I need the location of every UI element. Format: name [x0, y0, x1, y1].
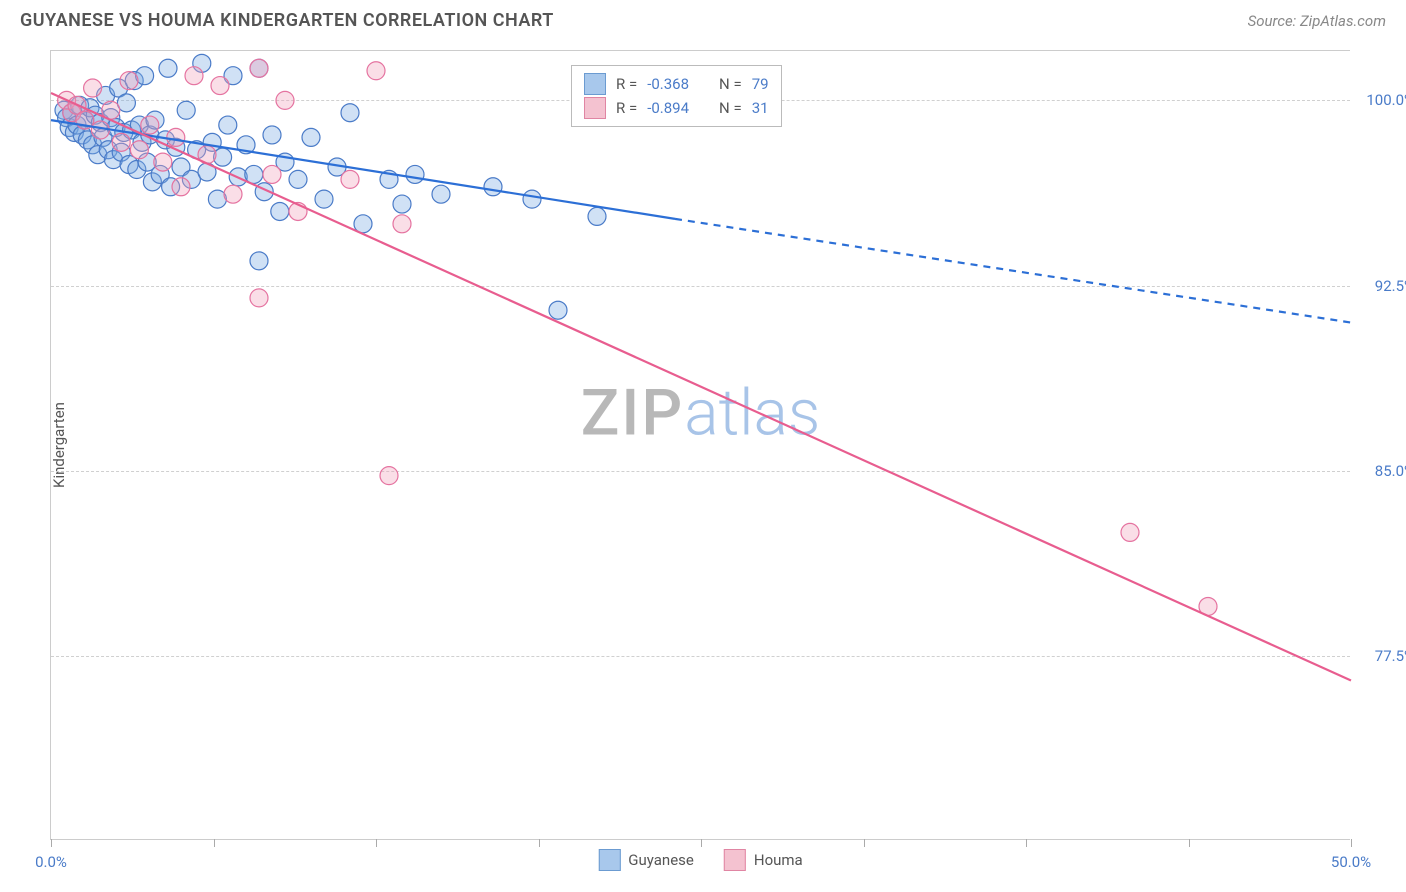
- trend-line-dashed: [675, 219, 1351, 323]
- scatter-point: [214, 148, 232, 166]
- scatter-point: [263, 126, 281, 144]
- legend-stats-row: R = -0.368 N = 79: [584, 72, 769, 96]
- scatter-point: [224, 185, 242, 203]
- scatter-point: [141, 116, 159, 134]
- legend-r-value: -0.368: [647, 72, 689, 96]
- scatter-point: [315, 190, 333, 208]
- legend-swatch: [584, 73, 606, 95]
- legend-r-label: R =: [616, 72, 637, 96]
- scatter-point: [393, 195, 411, 213]
- scatter-point: [484, 178, 502, 196]
- x-tick: [1351, 839, 1352, 847]
- scatter-point: [276, 91, 294, 109]
- scatter-point: [523, 190, 541, 208]
- legend-swatch: [598, 849, 620, 871]
- scatter-point: [271, 202, 289, 220]
- legend-n-label: N =: [719, 96, 742, 120]
- x-tick-label: 50.0%: [1331, 853, 1371, 871]
- scatter-point: [341, 104, 359, 122]
- scatter-point: [172, 178, 190, 196]
- legend-n-value: 31: [752, 96, 769, 120]
- scatter-point: [432, 185, 450, 203]
- scatter-point: [406, 165, 424, 183]
- scatter-point: [159, 59, 177, 77]
- legend-r-value: -0.894: [647, 96, 689, 120]
- legend-swatch: [724, 849, 746, 871]
- chart-header: GUYANESE VS HOUMA KINDERGARTEN CORRELATI…: [0, 0, 1406, 37]
- y-tick-label: 77.5%: [1375, 647, 1406, 665]
- series-legend-label: Houma: [754, 851, 803, 869]
- legend-n-value: 79: [752, 72, 769, 96]
- scatter-point: [154, 153, 172, 171]
- scatter-point: [167, 128, 185, 146]
- series-legend-item: Houma: [724, 849, 803, 871]
- legend-swatch: [584, 97, 606, 119]
- series-legend: Guyanese Houma: [598, 849, 802, 871]
- scatter-point: [177, 101, 195, 119]
- y-tick-label: 92.5%: [1375, 277, 1406, 295]
- scatter-point: [120, 72, 138, 90]
- scatter-point: [341, 170, 359, 188]
- chart-svg: [51, 51, 1351, 841]
- legend-stats-row: R = -0.894 N = 31: [584, 96, 769, 120]
- scatter-point: [302, 128, 320, 146]
- series-legend-item: Guyanese: [598, 849, 694, 871]
- scatter-point: [250, 252, 268, 270]
- scatter-point: [211, 77, 229, 95]
- scatter-point: [130, 141, 148, 159]
- legend-stats-box: R = -0.368 N = 79 R = -0.894 N = 31: [571, 65, 782, 127]
- scatter-point: [380, 467, 398, 485]
- legend-n-label: N =: [719, 72, 742, 96]
- scatter-point: [1121, 523, 1139, 541]
- scatter-point: [263, 165, 281, 183]
- scatter-point: [250, 289, 268, 307]
- x-tick-label: 0.0%: [35, 853, 67, 871]
- scatter-point: [185, 67, 203, 85]
- scatter-point: [289, 170, 307, 188]
- series-legend-label: Guyanese: [628, 851, 694, 869]
- scatter-point: [367, 62, 385, 80]
- scatter-point: [84, 79, 102, 97]
- scatter-point: [219, 116, 237, 134]
- scatter-point: [393, 215, 411, 233]
- trend-line: [51, 93, 1351, 681]
- scatter-point: [549, 301, 567, 319]
- y-tick-label: 100.0%: [1366, 91, 1406, 109]
- scatter-point: [250, 59, 268, 77]
- legend-r-label: R =: [616, 96, 637, 120]
- y-tick-label: 85.0%: [1375, 462, 1406, 480]
- chart-container: Kindergarten 100.0%92.5%85.0%77.5%0.0%50…: [50, 50, 1350, 840]
- chart-title: GUYANESE VS HOUMA KINDERGARTEN CORRELATI…: [20, 10, 554, 31]
- chart-source: Source: ZipAtlas.com: [1248, 12, 1386, 30]
- scatter-point: [588, 207, 606, 225]
- scatter-point: [112, 133, 130, 151]
